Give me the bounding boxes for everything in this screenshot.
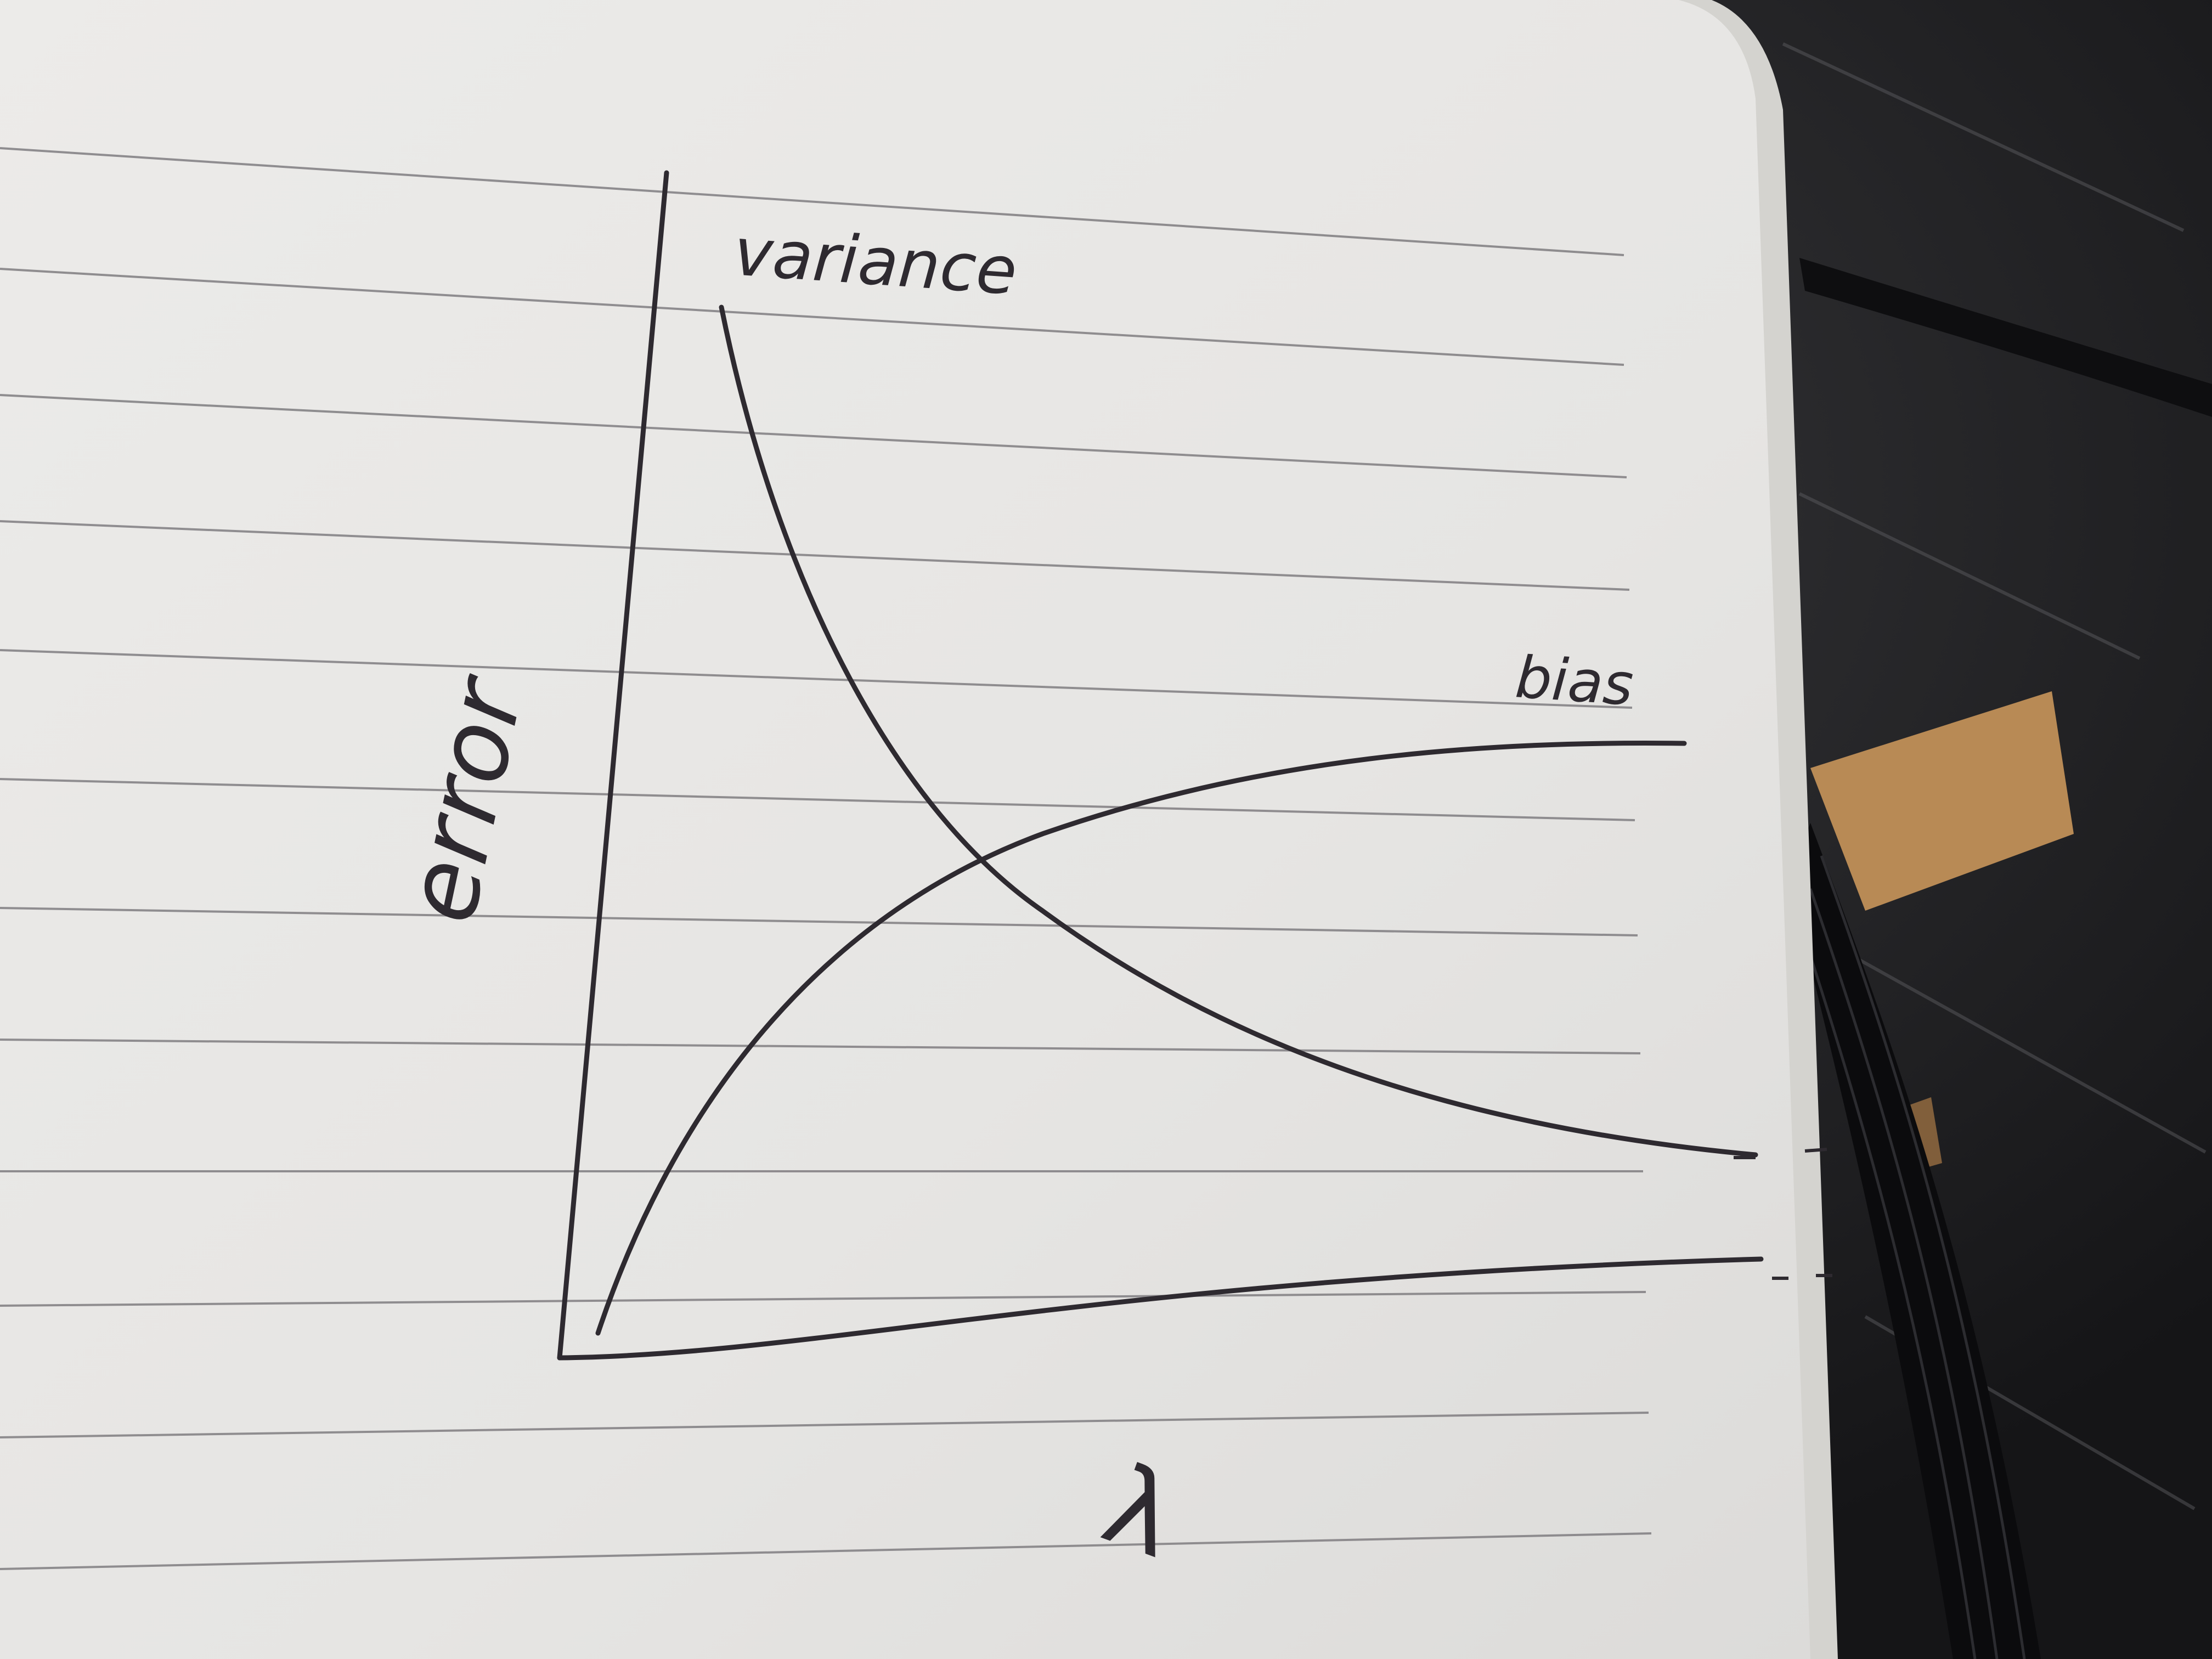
x-axis-line: [557, 1256, 1764, 1361]
notebook-page: [0, 0, 1810, 1659]
edge-ticks: [1734, 1148, 1832, 1280]
wood-patch: [1810, 691, 2074, 911]
ruled-lines: [0, 147, 1652, 1570]
variance-curve: [719, 304, 1758, 1158]
y-axis-line: [557, 170, 669, 1361]
elastic-band-vertical: [1788, 823, 2041, 1659]
sketch-axes: [557, 170, 1764, 1361]
bias-curve: [595, 740, 1687, 1336]
curve-label-bias: bias: [1513, 644, 1635, 719]
elastic-band: [1799, 258, 2212, 417]
elastic-band-lines: [1798, 855, 2026, 1659]
